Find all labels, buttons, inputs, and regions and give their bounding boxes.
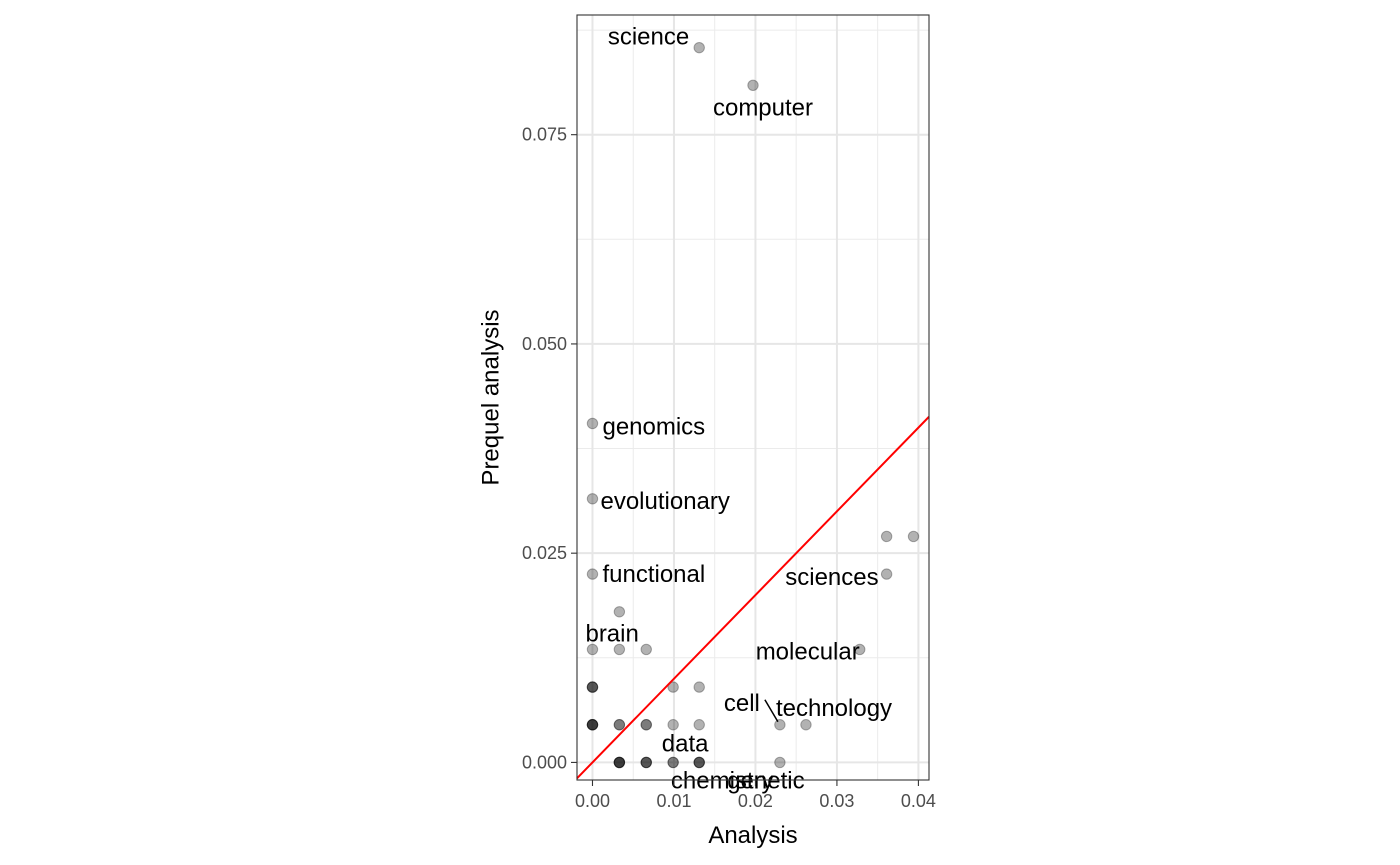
data-point (907, 530, 920, 543)
point-label-genomics: genomics (602, 413, 705, 440)
data-point (613, 756, 626, 769)
point-label-evolutionary: evolutionary (600, 488, 729, 515)
y-tick-label: 0.025 (522, 543, 567, 563)
data-point (640, 756, 652, 769)
data-point (640, 719, 652, 731)
plot-panel-border (576, 14, 930, 781)
y-tick-label: 0.050 (522, 334, 567, 354)
major-gridlines (577, 15, 929, 780)
data-point (693, 756, 705, 769)
data-point (693, 719, 705, 731)
data-point (613, 643, 626, 656)
data-point (640, 756, 652, 769)
point-label-technology: technology (776, 695, 892, 722)
y-axis: 0.000 0.025 0.050 0.075 (522, 125, 577, 772)
data-point (586, 493, 599, 505)
point-label-molecular: molecular (756, 638, 860, 665)
data-point (613, 756, 626, 769)
x-tick-label: 0.01 (656, 791, 691, 811)
data-point (774, 756, 786, 769)
point-label-brain: brain (585, 620, 638, 647)
y-axis-title: Prequel analysis (477, 309, 504, 485)
identity-reference-line (576, 416, 930, 780)
point-label-science: science (608, 24, 689, 51)
x-axis: 0.00 0.01 0.02 0.03 0.04 (575, 780, 936, 811)
data-point (586, 719, 599, 731)
data-point (640, 643, 652, 656)
data-point (640, 719, 652, 731)
data-point (586, 719, 599, 731)
point-label-sciences: sciences (785, 564, 878, 591)
point-labels: science computer genomics evolutionary funct… (585, 24, 892, 795)
minor-gridlines (577, 15, 929, 780)
data-point (586, 681, 599, 693)
data-point (586, 681, 599, 693)
data-point (747, 79, 759, 92)
data-point (667, 681, 679, 693)
data-point (640, 756, 652, 769)
x-tick-label: 0.04 (901, 791, 936, 811)
x-tick-label: 0.03 (819, 791, 854, 811)
data-point (693, 756, 705, 769)
data-point (693, 756, 705, 769)
data-point (586, 643, 599, 656)
data-point (613, 606, 626, 618)
plot-panel-background (577, 15, 929, 780)
data-point (693, 681, 705, 693)
point-label-computer: computer (713, 94, 813, 121)
data-point (613, 719, 626, 731)
data-point (586, 719, 599, 731)
label-leader-line (764, 699, 779, 723)
point-label-functional: functional (602, 561, 705, 588)
data-point (586, 417, 599, 430)
data-point (613, 756, 626, 769)
data-point (880, 568, 893, 580)
point-label-cell: cell (724, 690, 760, 717)
data-point (854, 643, 866, 656)
x-tick-label: 0.02 (738, 791, 773, 811)
data-points (586, 41, 920, 769)
point-label-genetic: genetic (727, 767, 804, 794)
data-point (667, 756, 679, 769)
data-point (613, 756, 626, 769)
point-label-chemistry: chemistry (671, 767, 774, 794)
y-tick-label: 0.000 (522, 752, 567, 772)
data-point (586, 719, 599, 731)
x-axis-title: Analysis (708, 822, 797, 849)
point-label-data: data (662, 730, 709, 757)
data-point (586, 568, 599, 580)
data-point (667, 719, 679, 731)
x-tick-label: 0.00 (575, 791, 610, 811)
data-point (667, 756, 679, 769)
data-point (800, 719, 812, 731)
data-point (693, 41, 705, 54)
data-point (613, 719, 626, 731)
data-point (586, 681, 599, 693)
y-tick-label: 0.075 (522, 125, 567, 145)
data-point (880, 530, 893, 543)
data-point (774, 719, 786, 731)
